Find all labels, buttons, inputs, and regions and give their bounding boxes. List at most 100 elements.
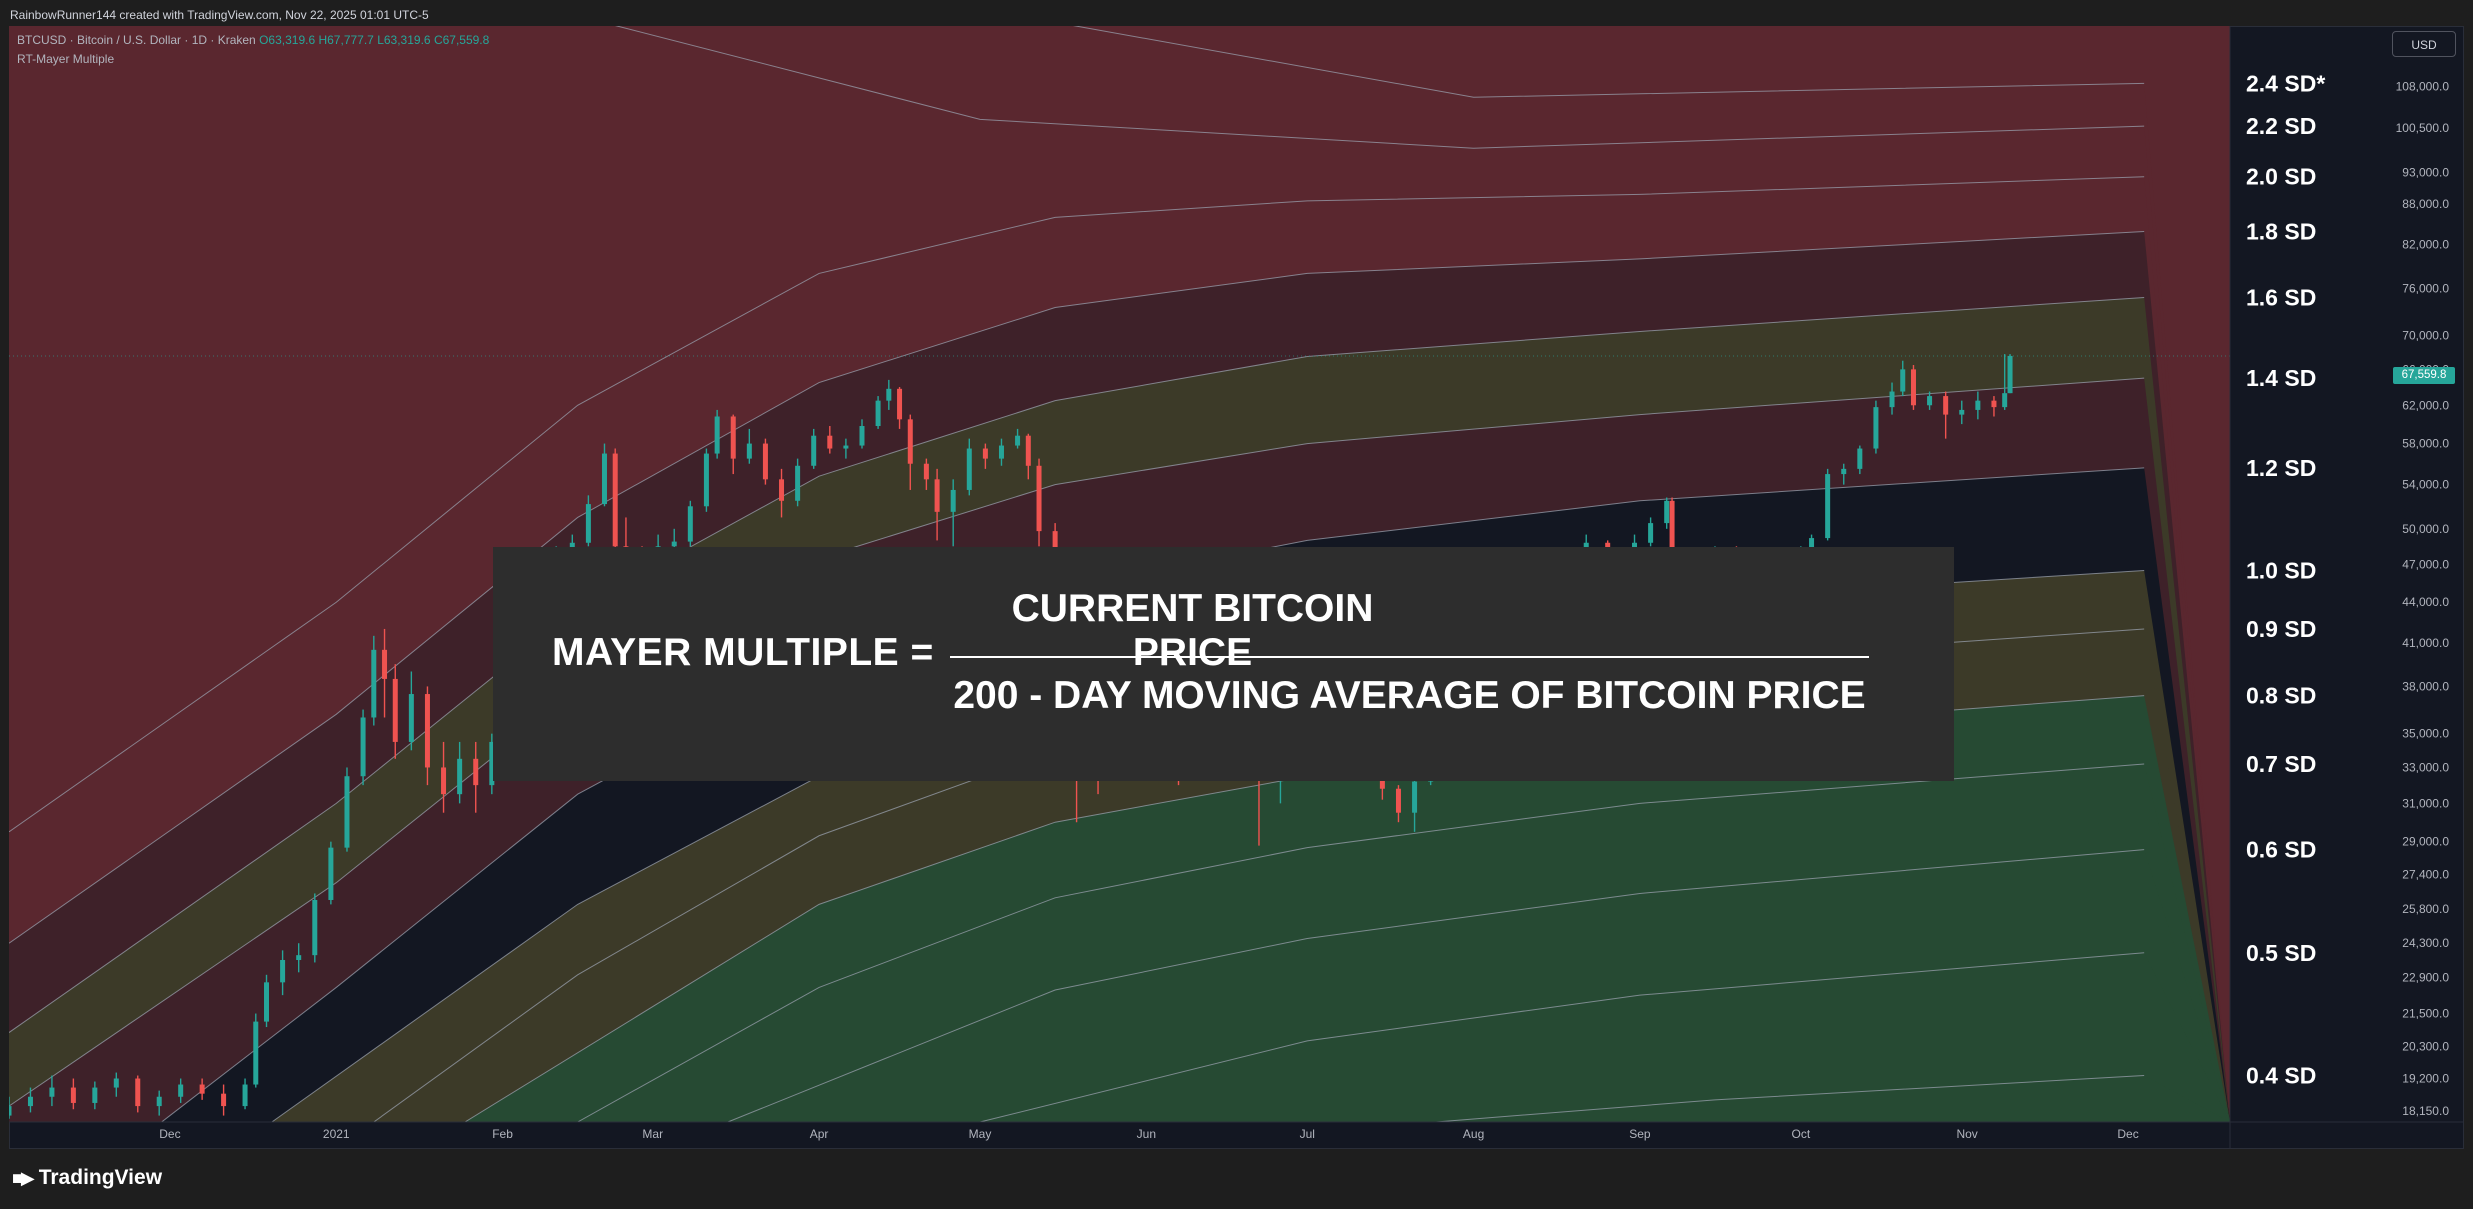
symbol-label[interactable]: BTCUSD · Bitcoin / U.S. Dollar · 1D · Kr… (17, 33, 256, 47)
candle-body (424, 694, 430, 768)
candle-body (178, 1084, 184, 1097)
candle-body (907, 419, 913, 464)
sd-line (1072, 26, 2145, 98)
candle-body (280, 960, 286, 983)
sd-label: 0.8 SD (2246, 683, 2316, 709)
candle-body (49, 1087, 55, 1097)
tradingview-logo-icon: ■▶ (12, 1168, 35, 1188)
sd-line (9, 176, 2145, 833)
y-tick-label: 54,000.0 (2402, 478, 2449, 492)
x-tick-label: 2021 (323, 1127, 350, 1141)
candle-body (70, 1087, 76, 1103)
sd-label: 2.4 SD* (2246, 70, 2325, 96)
candle-body (113, 1078, 119, 1088)
sd-line (1435, 1075, 2145, 1122)
y-tick-label: 82,000.0 (2402, 238, 2449, 252)
candle-body (1036, 465, 1042, 532)
candle-body (795, 465, 801, 501)
currency-button[interactable]: USD (2392, 31, 2456, 57)
candle-body (371, 649, 377, 718)
tradingview-brand[interactable]: ■▶ TradingView (12, 1166, 162, 1190)
y-tick-label: 20,300.0 (2402, 1040, 2449, 1054)
y-tick-label: 41,000.0 (2402, 636, 2449, 650)
close-value: C67,559.8 (433, 33, 490, 47)
y-tick-label: 47,000.0 (2402, 557, 2449, 571)
candle-body (92, 1087, 98, 1103)
candle-body (1873, 407, 1879, 449)
candle-body (328, 847, 334, 900)
candle-body (1857, 448, 1863, 469)
candle-body (843, 445, 849, 449)
brand-label: TradingView (38, 1166, 163, 1189)
candle-body (1825, 474, 1831, 539)
candle-body (360, 717, 366, 777)
candle-body (827, 435, 833, 449)
x-tick-label: Aug (1463, 1127, 1484, 1141)
sd-line (614, 26, 2145, 149)
band-fill-12 (9, 952, 2230, 1122)
candle-body (1991, 400, 1997, 408)
sd-line (9, 231, 2145, 944)
sd-line (979, 952, 2145, 1122)
formula-numerator: CURRENT BITCOIN PRICE (1011, 587, 1374, 674)
candle-body (296, 955, 302, 961)
candle-body (811, 435, 817, 466)
y-tick-label: 25,800.0 (2402, 902, 2449, 916)
sd-label: 1.6 SD (2246, 284, 2316, 310)
y-tick-label: 35,000.0 (2402, 727, 2449, 741)
y-tick-label: 33,000.0 (2402, 760, 2449, 774)
fraction-bar (950, 656, 1869, 658)
candle-body (1889, 391, 1895, 408)
x-tick-label: Sep (1629, 1127, 1651, 1141)
candle-body (135, 1078, 141, 1107)
chart-credit: RainbowRunner144 created with TradingVie… (10, 8, 429, 22)
formula-lhs: MAYER MULTIPLE = (552, 631, 934, 674)
y-tick-label: 18,150.0 (2402, 1104, 2449, 1118)
candle-body (601, 453, 607, 505)
candle-body (344, 776, 350, 848)
candle-body (762, 443, 768, 480)
y-tick-label: 31,000.0 (2402, 796, 2449, 810)
candle-body (687, 506, 693, 542)
sd-line (9, 296, 2145, 1033)
sd-label: 2.0 SD (2246, 164, 2316, 190)
indicator-label[interactable]: RT-Mayer Multiple (17, 52, 115, 66)
candle-body (1927, 396, 1933, 406)
y-tick-label: 22,900.0 (2402, 970, 2449, 984)
candle-body (1900, 369, 1906, 392)
chart-legend: BTCUSD · Bitcoin / U.S. Dollar · 1D · Kr… (17, 33, 489, 66)
sd-label: 1.4 SD (2246, 365, 2316, 391)
candle-body (156, 1096, 162, 1107)
y-tick-label: 70,000.0 (2402, 329, 2449, 343)
y-tick-label: 24,300.0 (2402, 936, 2449, 950)
x-tick-label: Oct (1791, 1127, 1810, 1141)
y-tick-label: 29,000.0 (2402, 835, 2449, 849)
candle-body (966, 448, 972, 490)
candle-body (199, 1084, 205, 1094)
candle-body (392, 678, 398, 742)
y-tick-label: 62,000.0 (2402, 398, 2449, 412)
y-tick-label: 93,000.0 (2402, 165, 2449, 179)
y-tick-label: 21,500.0 (2402, 1007, 2449, 1021)
y-tick-label: 100,500.0 (2396, 121, 2450, 135)
y-tick-label: 76,000.0 (2402, 281, 2449, 295)
candle-body (1669, 500, 1675, 571)
candle-body (730, 416, 736, 459)
y-tick-label: 38,000.0 (2402, 679, 2449, 693)
sd-label: 1.2 SD (2246, 455, 2316, 481)
candle-body (703, 453, 709, 507)
open-value: O63,319.6 (259, 33, 316, 47)
candle-body (1025, 435, 1031, 466)
candle-body (897, 388, 903, 420)
sd-label: 0.6 SD (2246, 837, 2316, 863)
candle-body (746, 443, 752, 459)
candle-body (714, 416, 720, 454)
y-tick-label: 58,000.0 (2402, 437, 2449, 451)
mayer-multiple-formula: MAYER MULTIPLE = CURRENT BITCOIN PRICE 2… (493, 547, 1954, 781)
sd-label: 0.5 SD (2246, 940, 2316, 966)
candle-body (950, 489, 956, 512)
candle-body (1648, 523, 1654, 543)
candle-body (489, 741, 495, 786)
x-tick-label: Dec (2117, 1127, 2138, 1141)
candle-body (1943, 396, 1949, 415)
